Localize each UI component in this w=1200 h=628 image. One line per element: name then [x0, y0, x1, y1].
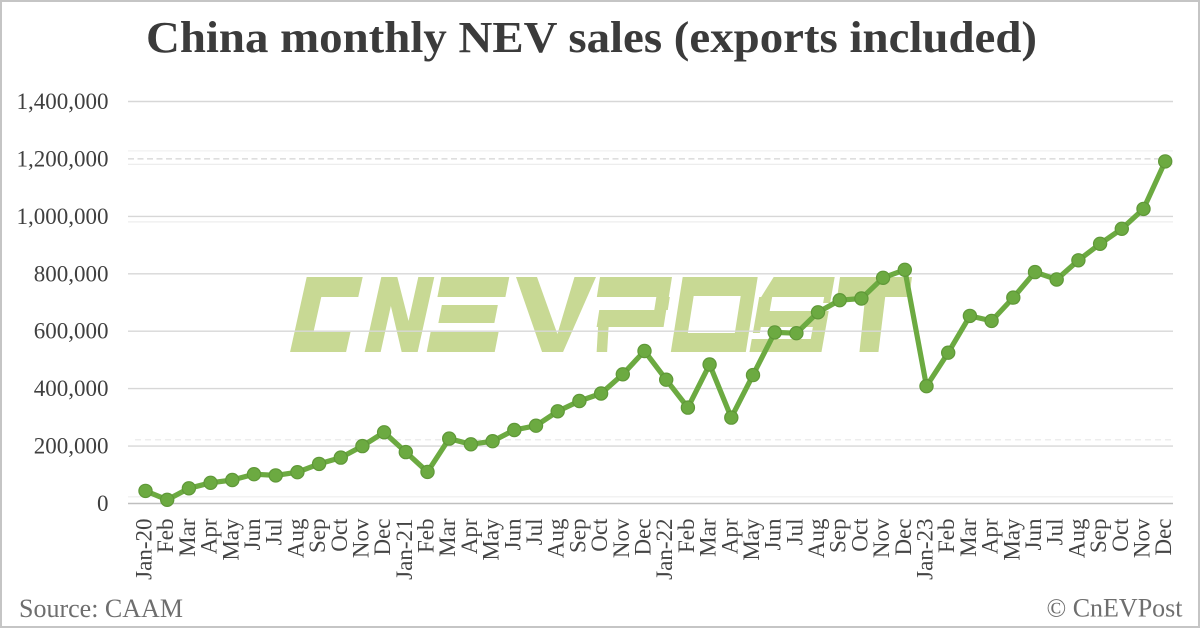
svg-text:May: May [739, 518, 764, 561]
svg-text:Sep: Sep [305, 519, 330, 554]
svg-text:Nov: Nov [1130, 518, 1155, 558]
svg-text:May: May [999, 518, 1024, 561]
svg-text:Jun: Jun [240, 518, 265, 550]
svg-text:Feb: Feb [414, 519, 439, 554]
svg-text:Aug: Aug [804, 518, 829, 558]
svg-text:Aug: Aug [1064, 518, 1089, 558]
svg-text:Jan-21: Jan-21 [392, 519, 417, 580]
svg-text:Jun: Jun [500, 518, 525, 550]
svg-text:1,200,000: 1,200,000 [17, 146, 109, 171]
svg-text:Nov: Nov [869, 518, 894, 558]
svg-text:Oct: Oct [847, 518, 872, 552]
svg-text:Jun: Jun [1021, 518, 1046, 550]
svg-text:China monthly NEV sales (expor: China monthly NEV sales (exports include… [146, 12, 1037, 62]
svg-text:May: May [218, 518, 243, 561]
svg-text:Mar: Mar [435, 518, 460, 557]
svg-text:Nov: Nov [609, 518, 634, 558]
svg-text:1,400,000: 1,400,000 [17, 89, 109, 114]
svg-text:Jan-20: Jan-20 [132, 519, 157, 580]
svg-text:Aug: Aug [283, 518, 308, 558]
svg-text:800,000: 800,000 [34, 261, 109, 286]
svg-text:Apr: Apr [197, 518, 222, 554]
svg-text:Dec: Dec [891, 519, 916, 556]
svg-text:Feb: Feb [674, 519, 699, 554]
svg-text:Jul: Jul [1043, 519, 1068, 546]
svg-text:Sep: Sep [565, 519, 590, 554]
svg-text:Apr: Apr [717, 518, 742, 554]
svg-text:Oct: Oct [1108, 518, 1133, 552]
svg-text:Feb: Feb [153, 519, 178, 554]
svg-text:Jun: Jun [761, 518, 786, 550]
svg-text:Jul: Jul [782, 519, 807, 546]
svg-text:Aug: Aug [544, 518, 569, 558]
svg-text:1,000,000: 1,000,000 [17, 204, 109, 229]
svg-text:600,000: 600,000 [34, 319, 109, 344]
svg-text:Sep: Sep [1086, 519, 1111, 554]
svg-text:Dec: Dec [631, 519, 656, 556]
svg-text:Dec: Dec [1151, 519, 1176, 556]
svg-text:200,000: 200,000 [34, 434, 109, 459]
svg-text:Dec: Dec [370, 519, 395, 556]
svg-text:© CnEVPost: © CnEVPost [1046, 594, 1183, 623]
svg-text:Oct: Oct [327, 518, 352, 552]
svg-text:Source: CAAM: Source: CAAM [19, 594, 183, 623]
svg-text:0: 0 [97, 491, 109, 516]
svg-text:Apr: Apr [457, 518, 482, 554]
svg-text:Apr: Apr [978, 518, 1003, 554]
svg-text:Jan-22: Jan-22 [652, 519, 677, 580]
svg-text:Mar: Mar [696, 518, 721, 557]
svg-text:Mar: Mar [175, 518, 200, 557]
svg-text:Jan-23: Jan-23 [913, 519, 938, 580]
svg-text:Feb: Feb [934, 519, 959, 554]
svg-text:May: May [479, 518, 504, 561]
svg-text:400,000: 400,000 [34, 376, 109, 401]
svg-text:Mar: Mar [956, 518, 981, 557]
svg-text:Sep: Sep [826, 519, 851, 554]
svg-text:Oct: Oct [587, 518, 612, 552]
svg-text:Nov: Nov [348, 518, 373, 558]
svg-text:Jul: Jul [522, 519, 547, 546]
svg-text:Jul: Jul [262, 519, 287, 546]
